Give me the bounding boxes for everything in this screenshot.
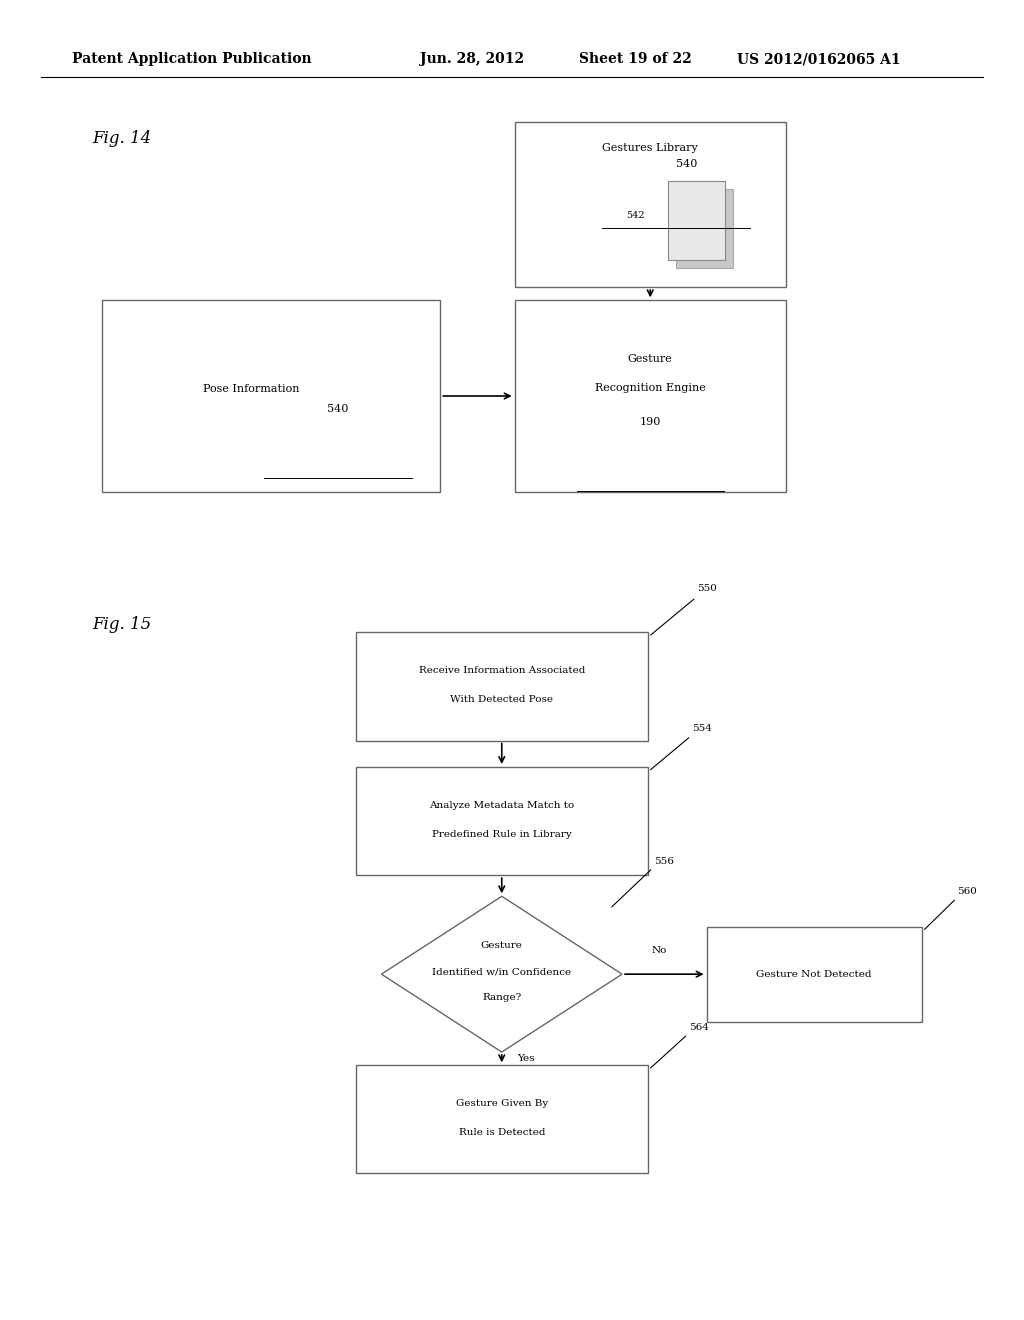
Text: Yes: Yes <box>517 1055 535 1063</box>
Text: Gesture Given By: Gesture Given By <box>456 1100 548 1107</box>
Text: 554: 554 <box>692 723 712 733</box>
Text: With Detected Pose: With Detected Pose <box>451 696 553 704</box>
Text: Analyze Metadata Match to: Analyze Metadata Match to <box>429 801 574 809</box>
Text: US 2012/0162065 A1: US 2012/0162065 A1 <box>737 53 901 66</box>
Text: Recognition Engine: Recognition Engine <box>595 383 706 393</box>
Text: 550: 550 <box>696 583 717 593</box>
FancyBboxPatch shape <box>102 301 440 492</box>
Text: Fig. 14: Fig. 14 <box>92 131 152 147</box>
Text: Fig. 15: Fig. 15 <box>92 616 152 632</box>
FancyBboxPatch shape <box>707 927 922 1022</box>
FancyBboxPatch shape <box>356 632 648 741</box>
Text: Pose Information: Pose Information <box>203 384 299 395</box>
FancyBboxPatch shape <box>676 189 733 268</box>
FancyBboxPatch shape <box>514 123 786 288</box>
FancyBboxPatch shape <box>668 181 725 260</box>
Text: 542: 542 <box>627 211 645 219</box>
Text: Gesture Not Detected: Gesture Not Detected <box>757 970 871 978</box>
Text: Sheet 19 of 22: Sheet 19 of 22 <box>579 53 691 66</box>
Text: 190: 190 <box>640 417 660 428</box>
Text: Identified w/in Confidence: Identified w/in Confidence <box>432 968 571 975</box>
FancyBboxPatch shape <box>356 767 648 875</box>
Text: Gestures Library: Gestures Library <box>602 144 698 153</box>
Text: Predefined Rule in Library: Predefined Rule in Library <box>432 830 571 838</box>
Text: 540: 540 <box>328 404 348 414</box>
FancyBboxPatch shape <box>514 301 786 492</box>
Text: Gesture: Gesture <box>628 354 673 364</box>
Text: Range?: Range? <box>482 994 521 1002</box>
Text: Patent Application Publication: Patent Application Publication <box>72 53 311 66</box>
Text: No: No <box>651 946 667 954</box>
Text: 540: 540 <box>676 160 697 169</box>
Text: 564: 564 <box>688 1023 709 1032</box>
Text: 556: 556 <box>653 857 674 866</box>
Text: Gesture: Gesture <box>481 941 522 949</box>
Text: Jun. 28, 2012: Jun. 28, 2012 <box>420 53 524 66</box>
Polygon shape <box>381 896 622 1052</box>
FancyBboxPatch shape <box>356 1065 648 1173</box>
Text: Rule is Detected: Rule is Detected <box>459 1129 545 1137</box>
Text: 560: 560 <box>957 887 977 896</box>
Text: Receive Information Associated: Receive Information Associated <box>419 667 585 675</box>
